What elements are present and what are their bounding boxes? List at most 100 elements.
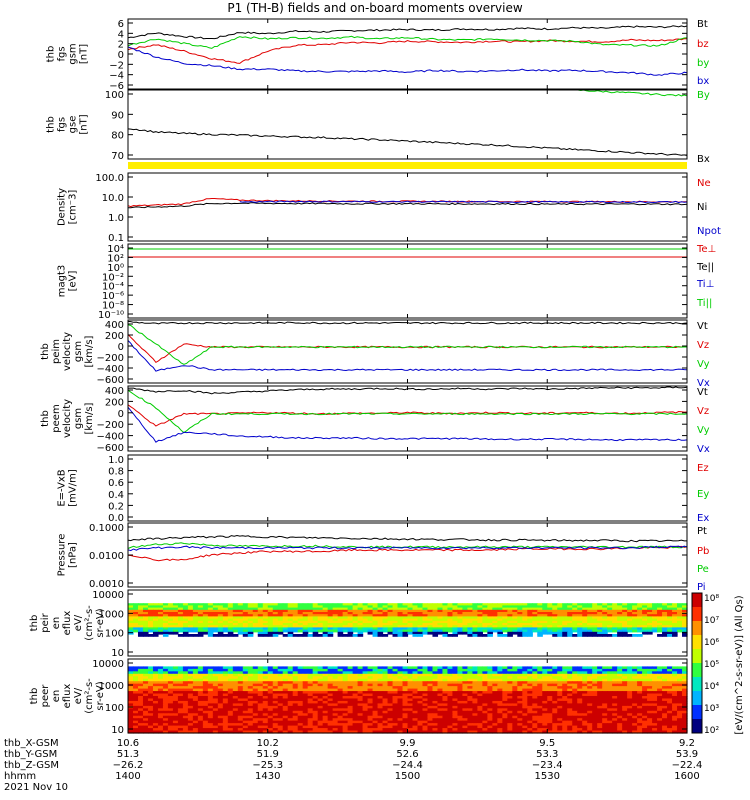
heatmap-cell xyxy=(297,691,304,695)
heatmap-cell xyxy=(187,681,194,685)
heatmap-cell xyxy=(322,725,329,729)
heatmap-cell xyxy=(312,678,319,682)
heatmap-cell xyxy=(647,614,653,617)
heatmap-cell xyxy=(317,723,324,727)
heatmap-cell xyxy=(132,683,139,687)
heatmap-cell xyxy=(507,625,513,628)
heatmap-cell xyxy=(237,623,244,626)
heatmap-cell xyxy=(677,673,683,677)
heatmap-cell xyxy=(657,623,663,626)
heatmap-cell xyxy=(372,627,379,631)
heatmap-cell xyxy=(222,614,229,617)
heatmap-cell xyxy=(367,616,374,620)
heatmap-cell xyxy=(267,705,274,709)
heatmap-cell xyxy=(377,627,384,631)
heatmap-cell xyxy=(452,728,459,732)
heatmap-cell xyxy=(322,698,329,702)
heatmap-cell xyxy=(227,603,234,606)
heatmap-cell xyxy=(482,612,488,615)
heatmap-cell xyxy=(412,666,419,670)
heatmap-cell xyxy=(617,683,623,687)
heatmap-cell xyxy=(637,718,643,722)
y-tick-label: 0 xyxy=(118,50,124,61)
heatmap-cell xyxy=(597,609,603,613)
heatmap-cell xyxy=(517,688,523,692)
heatmap-cell xyxy=(462,629,468,633)
heatmap-cell xyxy=(662,666,668,670)
heatmap-cell xyxy=(407,614,414,617)
heatmap-cell xyxy=(562,681,568,685)
heatmap-cell xyxy=(202,676,209,680)
heatmap-cell xyxy=(287,678,294,682)
heatmap-cell xyxy=(472,708,478,712)
heatmap-cell xyxy=(157,671,164,675)
heatmap-cell xyxy=(442,700,449,704)
heatmap-cell xyxy=(677,612,683,615)
heatmap-cell xyxy=(557,715,563,719)
heatmap-cell xyxy=(637,708,643,712)
heatmap-cell xyxy=(547,728,553,732)
heatmap-cell xyxy=(232,686,239,690)
heatmap-cell xyxy=(582,728,588,732)
heatmap-cell xyxy=(187,668,194,672)
heatmap-cell xyxy=(572,708,578,712)
heatmap-cell xyxy=(277,620,284,624)
heatmap-cell xyxy=(502,688,508,692)
heatmap-cell xyxy=(362,710,369,714)
legend-entry: Vt xyxy=(697,387,708,398)
heatmap-cell xyxy=(137,705,144,709)
heatmap-cell xyxy=(592,696,598,700)
heatmap-cell xyxy=(612,618,618,622)
heatmap-cell xyxy=(377,603,384,606)
heatmap-cell xyxy=(197,710,204,714)
heatmap-cell xyxy=(292,698,299,702)
heatmap-cell xyxy=(302,612,309,615)
heatmap-cell xyxy=(412,634,419,637)
heatmap-cell xyxy=(657,710,663,714)
heatmap-cell xyxy=(347,678,354,682)
heatmap-cell xyxy=(617,603,623,606)
heatmap-cell xyxy=(647,693,653,697)
heatmap-cell xyxy=(427,705,434,709)
heatmap-cell xyxy=(642,631,648,635)
heatmap-cell xyxy=(682,681,688,685)
heatmap-cell xyxy=(492,612,498,615)
heatmap-cell xyxy=(337,688,344,692)
heatmap-cell xyxy=(367,720,374,724)
heatmap-cell xyxy=(602,688,608,692)
heatmap-cell xyxy=(527,703,533,707)
heatmap-cell xyxy=(147,715,154,719)
y-tick-label: −400 xyxy=(97,364,124,375)
heatmap-cell xyxy=(212,671,219,675)
heatmap-cell xyxy=(542,730,548,734)
heatmap-cell xyxy=(187,730,194,734)
heatmap-cell xyxy=(442,703,449,707)
heatmap-cell xyxy=(602,618,608,622)
heatmap-cell xyxy=(667,723,673,727)
heatmap-cell xyxy=(642,713,648,717)
heatmap-cell xyxy=(392,713,399,717)
heatmap-cell xyxy=(587,693,593,697)
heatmap-cell xyxy=(512,620,518,624)
y-axis-label: [km/s] xyxy=(84,402,95,434)
heatmap-cell xyxy=(232,728,239,732)
heatmap-cell xyxy=(422,614,429,617)
heatmap-cell xyxy=(417,625,424,628)
heatmap-cell xyxy=(382,688,389,692)
heatmap-cell xyxy=(662,627,668,631)
heatmap-cell xyxy=(677,620,683,624)
heatmap-cell xyxy=(677,681,683,685)
heatmap-cell xyxy=(182,728,189,732)
heatmap-cell xyxy=(128,681,134,685)
heatmap-cell xyxy=(522,614,528,617)
heatmap-cell xyxy=(547,686,553,690)
heatmap-cell xyxy=(357,691,364,695)
heatmap-cell xyxy=(442,612,449,615)
heatmap-cell xyxy=(202,723,209,727)
heatmap-cell xyxy=(577,725,583,729)
heatmap-cell xyxy=(627,725,633,729)
heatmap-cell xyxy=(547,614,553,617)
heatmap-cell xyxy=(297,620,304,624)
heatmap-cell xyxy=(262,668,269,672)
heatmap-cell xyxy=(147,720,154,724)
